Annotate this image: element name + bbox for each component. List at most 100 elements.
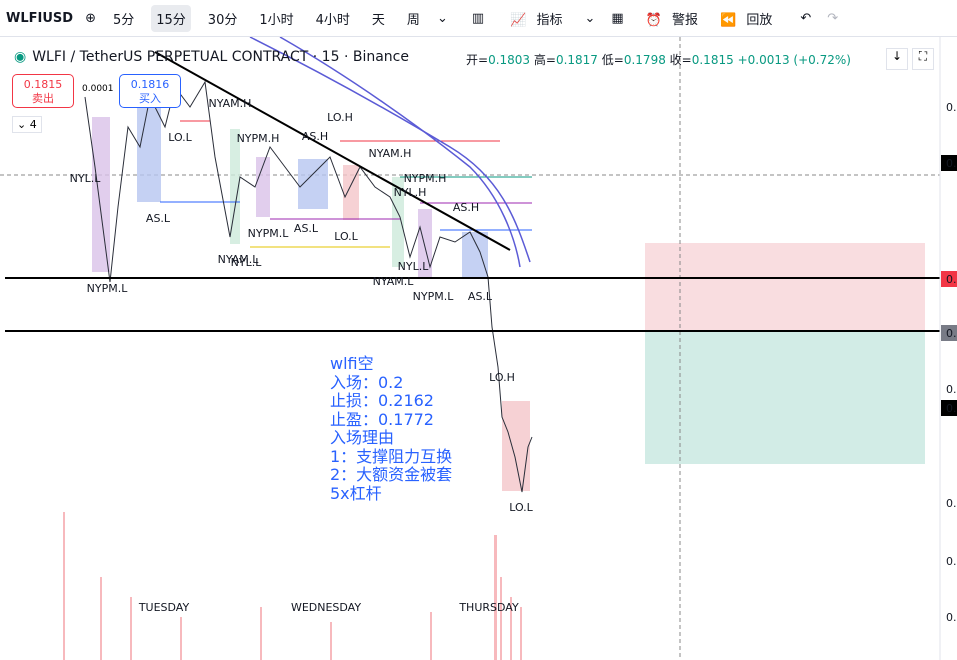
layouts[interactable]: ▦	[611, 10, 624, 26]
note-line: 入场理由	[330, 428, 395, 447]
change: +0.0013 (+0.72%)	[737, 53, 851, 67]
session-lines	[160, 120, 532, 248]
replay-label: 回放	[746, 12, 773, 28]
sell-button[interactable]: 0.1815 卖出	[12, 74, 74, 108]
redo[interactable]: ↷	[827, 10, 839, 26]
interval[interactable]: 4小时	[315, 12, 350, 28]
day-label: TUESDAY	[138, 601, 190, 614]
indicators-label: 指标	[536, 12, 563, 28]
symbol-title: WLFI / TetherUS PERPETUAL CONTRACT · 15 …	[32, 49, 409, 65]
price-axis-label: 0.	[946, 327, 957, 340]
session-label: NYL.L	[70, 172, 102, 185]
price-axis-label: 0.	[946, 555, 957, 568]
scroll-down[interactable]: ↓	[886, 48, 908, 70]
quantity-value: 4	[29, 118, 37, 131]
ohlc-label: 高=	[533, 53, 556, 67]
trade-note: wlfi空 入场：0.2 止损：0.2162 止盈：0.1772 入场理由 1：支撑阻力互…	[330, 354, 453, 503]
session-label: NYAM.H	[369, 147, 412, 160]
session-label: NYAM.L	[373, 275, 415, 288]
day-label: WEDNESDAY	[291, 601, 361, 614]
session-label: LO.L	[168, 131, 192, 144]
interval-menu[interactable]: ⌄	[436, 10, 448, 26]
session-label: LO.H	[327, 111, 353, 124]
price-axis-label: 0.	[946, 273, 957, 286]
toolbar: WLFIUSD ⊕ 5分 15分 30分 1小时 4小时 天 周 ⌄ ▥ 📈 指…	[0, 0, 957, 37]
symbol-search[interactable]: WLFIUSD	[6, 10, 74, 26]
indicators-menu[interactable]: ⌄	[584, 10, 596, 26]
exchange-icon: ◉	[14, 49, 27, 65]
buy-price: 0.1816	[130, 78, 170, 91]
session-boxes	[92, 107, 530, 491]
session-label: NYPM.L	[413, 290, 455, 303]
session-label: AS.L	[294, 222, 319, 235]
note-line: 1：支撑阻力互换	[330, 446, 453, 466]
session-label: NYPM.L	[87, 282, 129, 295]
price-axis-label: 0.	[946, 383, 957, 396]
price-tag	[941, 271, 957, 287]
ohlc-value: 0.1798	[623, 53, 666, 67]
session-label: AS.H	[453, 201, 479, 214]
session-label: NYAM.H	[209, 97, 252, 110]
ohlc-label: 开=	[466, 53, 489, 67]
session-label: NYL.H	[394, 186, 427, 199]
symbol-header: ◉ WLFI / TetherUS PERPETUAL CONTRACT · 15…	[14, 49, 409, 65]
interval[interactable]: 天	[371, 12, 385, 28]
replay[interactable]: ⏪ 回放	[720, 12, 773, 28]
note-line: 5x杠杆	[330, 483, 382, 503]
trendline	[154, 51, 511, 251]
session-label: NYPM.L	[248, 227, 290, 240]
session-label: NYL.L	[398, 260, 430, 273]
stop-zone	[645, 243, 925, 331]
session-label: LO.L	[334, 230, 358, 243]
volume	[63, 512, 522, 660]
spread: 0.0001	[82, 84, 114, 94]
alerts[interactable]: ⏰ 警报	[645, 12, 699, 28]
ohlc-value: 0.1803	[488, 53, 531, 67]
session-label: NYPM.H	[237, 132, 280, 145]
price-axis-label: 0.	[946, 157, 957, 170]
session-label: LO.L	[509, 501, 533, 514]
session-label: NYL.L	[231, 256, 263, 269]
price-tag	[941, 400, 957, 416]
ohlc: 开=0.1803 高=0.1817 低=0.1798 收=0.1815 +0.0…	[466, 51, 851, 68]
note-line: 入场：0.2	[330, 372, 404, 392]
interval[interactable]: 30分	[207, 12, 238, 28]
interval[interactable]: 周	[406, 12, 420, 28]
quantity[interactable]: ⌄ 4	[12, 116, 42, 133]
price-tag	[941, 325, 957, 341]
session-label: NYAM.L	[218, 253, 260, 266]
price-axis-label: 0.	[946, 497, 957, 510]
price-axis-label: 0.	[946, 611, 957, 624]
ohlc-value: 0.1817	[555, 53, 598, 67]
ohlc-label: 收=	[669, 53, 692, 67]
interval[interactable]: 1小时	[259, 12, 294, 28]
price-tag	[941, 155, 957, 171]
maximize[interactable]: ⛶	[912, 48, 934, 70]
session-label: NYPM.H	[404, 172, 447, 185]
session-label: AS.L	[468, 290, 493, 303]
buy-button[interactable]: 0.1816 买入	[119, 74, 181, 108]
alerts-label: 警报	[672, 12, 699, 28]
note-line: 2：大额资金被套	[330, 465, 453, 484]
add-symbol[interactable]: ⊕	[85, 10, 96, 26]
undo[interactable]: ↶	[800, 10, 812, 26]
buy-label: 买入	[139, 92, 161, 105]
indicators[interactable]: 📈 指标	[510, 12, 563, 28]
session-label: AS.L	[146, 212, 171, 225]
target-zone	[645, 331, 925, 464]
session-label: LO.H	[489, 371, 515, 384]
sell-price: 0.1815	[23, 78, 63, 91]
interval[interactable]: 15分	[151, 4, 191, 32]
sell-label: 卖出	[32, 92, 54, 105]
chart-type[interactable]: ▥	[471, 10, 485, 26]
price-path	[84, 80, 533, 493]
ohlc-value: 0.1815	[691, 53, 734, 67]
ohlc-label: 低=	[601, 53, 624, 67]
note-line: 止损：0.2162	[330, 391, 434, 410]
moving-averages	[249, 37, 531, 268]
price-axis-label: 0.	[946, 101, 957, 114]
price-axis-label: 0.	[946, 402, 957, 415]
interval[interactable]: 5分	[112, 12, 135, 28]
note-line: 止盈：0.1772	[330, 409, 434, 429]
